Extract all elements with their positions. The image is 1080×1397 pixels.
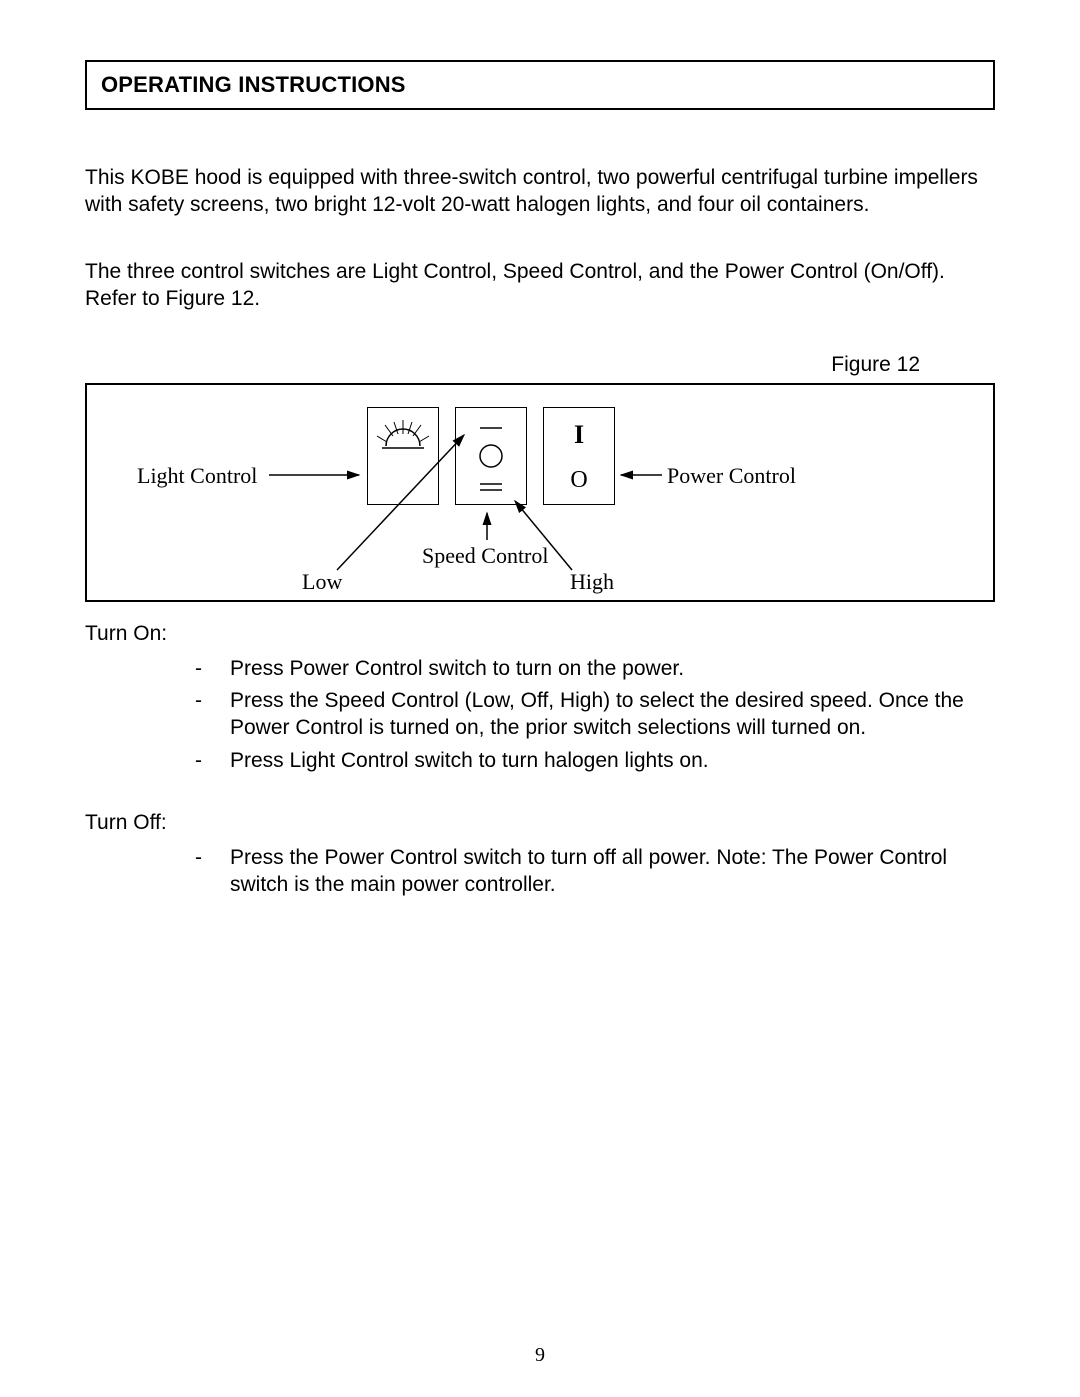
list-item: Press Power Control switch to turn on th…	[195, 656, 995, 683]
figure-diagram: Light Control Power Control Speed Contro…	[85, 383, 995, 602]
list-item: Press the Power Control switch to turn o…	[195, 845, 995, 899]
document-page: OPERATING INSTRUCTIONS This KOBE hood is…	[0, 0, 1080, 1397]
heading-box: OPERATING INSTRUCTIONS	[85, 60, 995, 110]
turn-off-list: Press the Power Control switch to turn o…	[85, 845, 995, 899]
turn-on-label: Turn On:	[85, 622, 995, 646]
figure-caption: Figure 12	[85, 353, 995, 377]
page-number: 9	[0, 1344, 1080, 1367]
paragraph-intro: This KOBE hood is equipped with three-sw…	[85, 165, 995, 219]
list-item: Press Light Control switch to turn halog…	[195, 748, 995, 775]
section-heading: OPERATING INSTRUCTIONS	[101, 72, 979, 98]
turn-off-label: Turn Off:	[85, 811, 995, 835]
list-item: Press the Speed Control (Low, Off, High)…	[195, 688, 995, 742]
diagram-arrows	[87, 385, 993, 600]
turn-on-list: Press Power Control switch to turn on th…	[85, 656, 995, 776]
paragraph-controls: The three control switches are Light Con…	[85, 259, 995, 313]
